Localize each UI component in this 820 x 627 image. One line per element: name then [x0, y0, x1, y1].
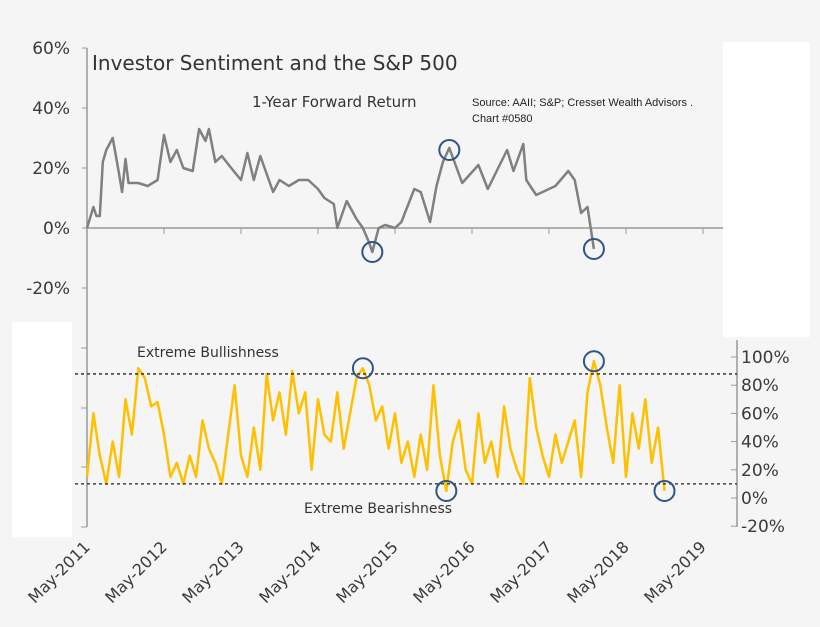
chart-id: Chart #0580 [472, 113, 533, 125]
bottom-y-tick-label: -20% [741, 517, 785, 537]
white-mask-left [12, 322, 72, 537]
top-y-tick-label: 20% [32, 159, 70, 179]
extreme-bullishness-label: Extreme Bullishness [137, 345, 279, 361]
bottom-highlight-circle [582, 350, 605, 373]
source-note: Source: AAII; S&P; Cresset Wealth Adviso… [472, 97, 693, 109]
bottom-y-tick-label: 80% [741, 376, 779, 396]
top-y-tick-label: 0% [43, 219, 70, 239]
bottom-y-tick-label: 100% [741, 348, 790, 368]
forward-return-line [85, 127, 596, 254]
chart-subtitle: 1-Year Forward Return [252, 93, 417, 111]
top-highlight-circle [438, 139, 461, 161]
top-y-tick-label: -20% [26, 279, 70, 299]
bottom-highlight-circle [351, 357, 374, 380]
bottom-y-tick-label: 60% [741, 404, 779, 424]
bottom-highlight-circle [653, 479, 676, 502]
threshold-lines [75, 373, 737, 485]
bottom-y-tick-label: 20% [741, 461, 779, 481]
top-highlight-circle [361, 241, 384, 263]
bottom-y-axis-ticks: 100% 80% 60% 40% 20% 0% -20% [731, 348, 790, 537]
top-y-axis-ticks: 60% 40% 20% 0% -20% [26, 39, 87, 528]
extreme-bearishness-label: Extreme Bearishness [304, 501, 452, 517]
chart-title: Investor Sentiment and the S&P 500 [92, 51, 458, 75]
top-highlight-circle [582, 238, 605, 260]
bottom-y-tick-label: 40% [741, 433, 779, 453]
top-y-tick-label: 40% [32, 99, 70, 119]
bottom-y-tick-label: 0% [741, 489, 768, 509]
white-mask-right [723, 42, 810, 337]
top-y-tick-label: 60% [32, 39, 70, 59]
bottom-highlight-circle [435, 479, 458, 502]
highlight-markers [351, 139, 676, 502]
